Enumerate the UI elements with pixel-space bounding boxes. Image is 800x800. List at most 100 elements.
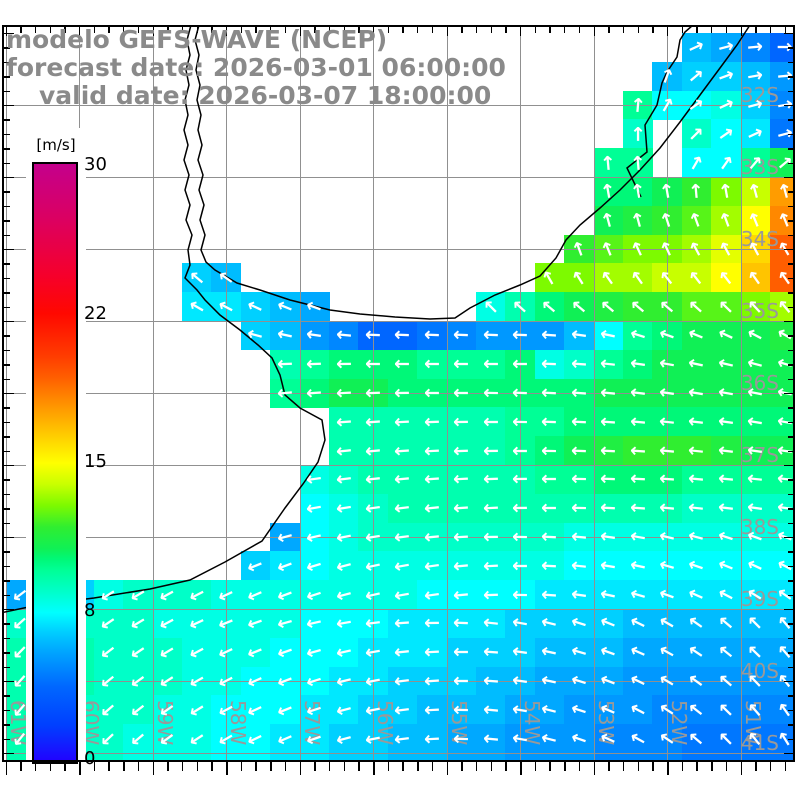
tick-mark [564,762,566,771]
wind-cell [622,436,653,466]
wind-cell [446,493,477,524]
tick-mark [681,27,684,33]
wind-cell [446,321,477,351]
tick-mark [4,609,14,611]
wind-cell [299,321,330,351]
tick-mark [788,493,795,496]
wind-cell [593,148,624,178]
tick-mark [4,407,10,409]
tick-mark [549,27,551,33]
tick-mark [123,762,125,771]
tick-mark [284,762,287,771]
tick-mark [534,27,537,33]
wind-cell [564,609,595,639]
wind-cell [740,321,771,351]
tick-mark [755,762,757,771]
wind-cell [475,551,506,581]
wind-cell [740,263,771,293]
colorbar-unit-label: [m/s] [36,136,76,154]
tick-mark [4,695,10,697]
tick-mark [578,762,581,771]
tick-mark [4,378,10,380]
tick-mark [4,637,10,640]
tick-mark [387,27,390,33]
tick-mark [788,695,795,697]
wind-cell [681,321,712,351]
wind-cell [622,580,653,610]
wind-cell [328,580,359,610]
tick-mark [788,191,795,193]
wind-cell [387,551,418,581]
tick-mark [788,306,795,308]
wind-cell [740,465,771,495]
tick-mark [79,27,81,36]
wind-cell [475,349,506,380]
tick-mark [270,762,272,771]
wind-cell [534,263,565,293]
wind-cell [534,580,565,610]
wind-cell [711,292,742,322]
tick-mark [788,234,795,236]
wind-cell [711,61,742,92]
wind-cell [240,551,271,581]
tick-mark [784,321,795,323]
wind-cell [711,407,742,437]
coastline-layer [2,25,751,614]
tick-mark [49,27,51,33]
tick-mark [343,27,345,33]
tick-mark [788,479,795,481]
wind-cell [740,436,771,466]
tick-mark [681,762,684,771]
wind-cell [711,551,742,581]
wind-cell [475,493,506,524]
tick-mark [784,762,787,771]
wind-cell [387,493,418,524]
tick-mark [4,306,10,308]
tick-mark [152,762,155,775]
tick-mark [534,762,537,771]
wind-cell [446,436,477,466]
tick-mark [4,565,10,568]
tick-mark [788,724,795,726]
tick-mark [431,27,434,33]
wind-cell [681,349,712,380]
wind-cell [328,609,359,639]
tick-mark [4,594,10,596]
tick-mark [4,33,14,35]
wind-cell [681,33,712,63]
wind-cell [270,292,301,322]
tick-mark [226,27,228,36]
wind-cell [593,205,624,236]
wind-cell [475,407,506,437]
wind-cell [711,465,742,495]
tick-mark [788,47,795,49]
tick-mark [788,709,795,712]
tick-mark [608,27,610,33]
wind-cell [417,580,448,610]
wind-cell [564,292,595,322]
wind-cell [564,349,595,380]
tick-mark [788,335,795,337]
tick-mark [4,321,14,323]
tick-mark [4,681,14,683]
tick-mark [788,580,795,582]
wind-cell [328,436,359,466]
tick-mark [788,407,795,409]
colorbar-tick-label: 15 [84,451,107,472]
tick-mark [788,292,795,294]
wind-cell [740,177,771,207]
tick-mark [505,27,507,33]
tick-mark [167,762,169,771]
wind-cell [123,580,154,610]
wind-cell [299,609,330,639]
wind-cell [711,436,742,466]
wind-cell [299,551,330,581]
tick-mark [788,565,795,568]
tick-mark [137,27,140,33]
wind-cell [299,580,330,610]
wind-cell [681,436,712,466]
tick-mark [387,762,390,771]
tick-mark [64,762,66,771]
tick-mark [446,27,448,36]
wind-cell [387,349,418,380]
